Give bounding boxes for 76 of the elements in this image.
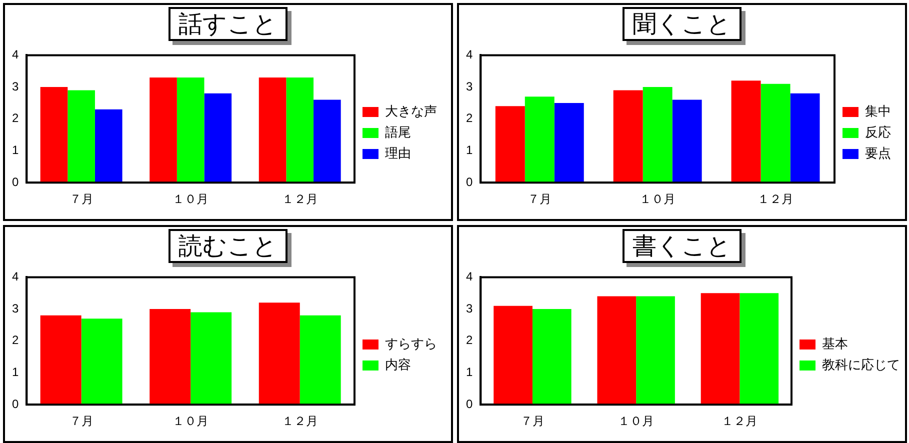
y-tick-label: 0: [12, 174, 19, 189]
legend-label: 理由: [385, 146, 411, 162]
x-tick-label: ７月: [69, 414, 94, 428]
legend-label: 教科に応じて: [822, 356, 900, 373]
legend-label: 要点: [865, 146, 891, 162]
y-tick-label: 1: [12, 143, 19, 158]
chart-title: 話すこと: [168, 7, 288, 41]
x-tick-label: １２月: [758, 192, 794, 206]
y-tick-label: 1: [466, 365, 473, 380]
legend-label: 内容: [385, 356, 411, 373]
bar: [760, 84, 790, 183]
bar: [494, 306, 532, 405]
bar: [597, 296, 636, 405]
bar: [286, 77, 314, 183]
y-tick-label: 4: [12, 270, 19, 284]
y-tick-label: 4: [12, 48, 19, 62]
y-tick-label: 3: [12, 301, 19, 316]
chart-title: 読むこと: [168, 229, 288, 263]
bar: [94, 109, 122, 183]
legend-label: 語尾: [385, 125, 411, 140]
bar: [790, 93, 820, 183]
y-tick-label: 2: [12, 333, 19, 348]
x-tick-label: １２月: [282, 414, 318, 428]
bar: [636, 296, 675, 405]
bar: [731, 80, 761, 183]
legend-label: 大きな声: [385, 104, 437, 120]
bar: [190, 312, 232, 405]
bar: [258, 77, 286, 183]
bar: [524, 96, 554, 183]
x-tick-label: １０月: [172, 192, 209, 206]
legend-label: すらすら: [385, 336, 437, 352]
bar: [258, 302, 300, 405]
y-tick-label: 2: [466, 333, 473, 348]
x-tick-label: １２月: [722, 414, 758, 428]
bar: [700, 293, 740, 405]
bar: [740, 293, 779, 405]
bar: [204, 93, 232, 183]
bar: [150, 77, 177, 183]
legend-label: 集中: [865, 104, 891, 120]
bar: [81, 318, 122, 405]
y-tick-label: 0: [12, 396, 19, 411]
y-tick-label: 3: [466, 79, 473, 94]
y-tick-label: 3: [466, 301, 473, 316]
bar: [532, 309, 572, 405]
y-tick-label: 2: [466, 111, 473, 126]
y-tick-label: 4: [466, 270, 473, 284]
x-tick-label: １０月: [618, 414, 654, 428]
bar: [495, 106, 525, 183]
y-tick-label: 1: [12, 365, 19, 380]
x-tick-label: １２月: [282, 192, 318, 206]
y-tick-label: 4: [466, 48, 473, 62]
legend-label: 基本: [822, 336, 848, 352]
bar: [613, 90, 643, 183]
bar: [40, 315, 82, 405]
chart-title: 書くこと: [622, 229, 742, 263]
x-tick-label: １０月: [640, 192, 676, 206]
bar: [40, 87, 68, 183]
bar: [642, 87, 672, 183]
y-tick-label: 3: [12, 79, 19, 94]
bar: [554, 102, 584, 183]
bar: [300, 315, 341, 405]
bar: [150, 309, 191, 405]
chart-title: 聞くこと: [622, 7, 742, 41]
y-tick-label: 1: [466, 143, 473, 158]
x-tick-label: ７月: [528, 192, 552, 206]
bar: [68, 90, 95, 183]
bar: [672, 100, 702, 183]
x-tick-label: ７月: [520, 414, 544, 428]
y-tick-label: 0: [466, 174, 473, 189]
x-tick-label: ７月: [69, 192, 94, 206]
x-tick-label: １０月: [172, 414, 209, 428]
y-tick-label: 2: [12, 111, 19, 126]
bar: [314, 100, 341, 183]
y-tick-label: 0: [466, 396, 473, 411]
bar: [176, 77, 204, 183]
legend-label: 反応: [865, 124, 891, 140]
